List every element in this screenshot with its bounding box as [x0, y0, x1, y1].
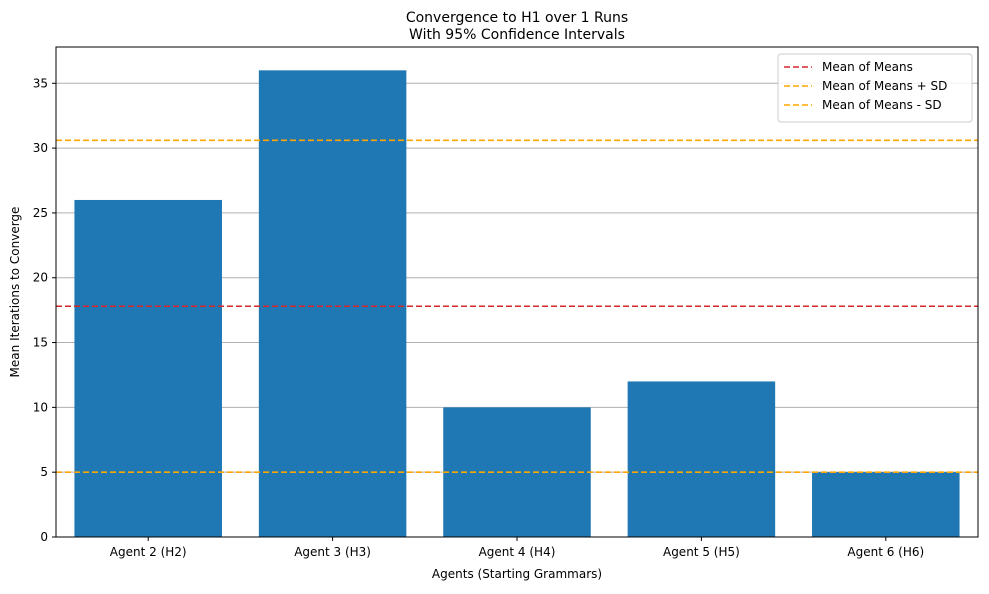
- bar: [812, 472, 960, 537]
- x-tick-label: Agent 2 (H2): [110, 545, 187, 559]
- y-tick-label: 20: [33, 271, 48, 285]
- legend-label: Mean of Means - SD: [822, 98, 942, 112]
- y-axis-label: Mean Iterations to Converge: [8, 207, 22, 378]
- bar: [74, 200, 222, 537]
- y-tick-label: 0: [40, 530, 48, 544]
- x-tick-label: Agent 3 (H3): [294, 545, 371, 559]
- chart-subtitle: With 95% Confidence Intervals: [409, 27, 625, 43]
- x-tick-label: Agent 4 (H4): [479, 545, 556, 559]
- y-axis-ticks: 0 5 10 15 20 25 30 35: [33, 76, 56, 544]
- y-tick-label: 35: [33, 76, 48, 90]
- x-axis-ticks: Agent 2 (H2) Agent 3 (H3) Agent 4 (H4) Agen…: [110, 537, 924, 559]
- y-tick-label: 25: [33, 206, 48, 220]
- y-tick-label: 30: [33, 141, 48, 155]
- legend: Mean of Means Mean of Means + SD Mean of M…: [778, 54, 972, 122]
- legend-label: Mean of Means: [822, 60, 913, 74]
- bar: [628, 381, 776, 537]
- legend-label: Mean of Means + SD: [822, 79, 947, 93]
- y-tick-label: 5: [40, 465, 48, 479]
- x-tick-label: Agent 5 (H5): [663, 545, 740, 559]
- y-tick-label: 15: [33, 336, 48, 350]
- y-tick-label: 10: [33, 400, 48, 414]
- x-axis-label: Agents (Starting Grammars): [432, 567, 602, 581]
- chart-title: Convergence to H1 over 1 Runs: [406, 10, 628, 26]
- x-tick-label: Agent 6 (H6): [847, 545, 924, 559]
